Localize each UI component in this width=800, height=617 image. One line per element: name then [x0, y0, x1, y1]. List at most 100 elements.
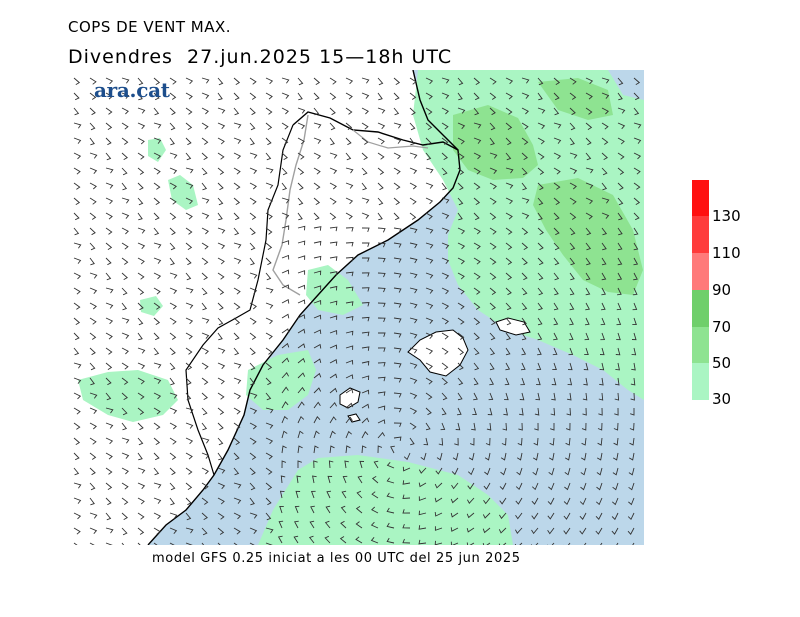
- wind-barb: [550, 423, 555, 431]
- wind-barb: [531, 527, 539, 535]
- wind-barb: [201, 197, 210, 204]
- wind-barb: [89, 227, 96, 236]
- wind-barb: [553, 197, 561, 205]
- wind-barb: [313, 416, 321, 424]
- wind-barb: [137, 152, 145, 160]
- wind-barb: [601, 287, 606, 296]
- wind-barb: [553, 122, 562, 129]
- wind-barb: [297, 284, 306, 290]
- wind-barb: [185, 92, 193, 100]
- legend-label-70: 70: [712, 318, 732, 336]
- wind-barb: [633, 92, 640, 101]
- wind-barb: [73, 452, 80, 461]
- wind-barb: [521, 152, 528, 160]
- wind-barb: [505, 92, 513, 100]
- wind-barb: [137, 347, 146, 354]
- wind-barb: [377, 317, 386, 323]
- wind-barb: [498, 527, 507, 534]
- wind-barb: [105, 197, 114, 205]
- wind-barb: [633, 257, 639, 266]
- wind-barb: [425, 182, 434, 189]
- wind-barb: [601, 107, 609, 115]
- wind-barb: [425, 347, 434, 355]
- wind-barb: [328, 460, 334, 469]
- wind-barb: [169, 137, 175, 146]
- wind-barb: [105, 407, 114, 414]
- wind-barb: [553, 152, 562, 160]
- wind-barb: [551, 377, 557, 386]
- wind-barb: [105, 512, 112, 521]
- wind-barb: [596, 467, 603, 476]
- wind-barb: [73, 92, 80, 101]
- wind-barb: [471, 422, 476, 431]
- wind-barb: [217, 437, 224, 446]
- wind-barb: [361, 302, 370, 307]
- wind-barb: [73, 152, 82, 160]
- legend-band-70-90: [692, 290, 709, 327]
- wind-barb: [185, 437, 194, 445]
- wind-barb: [73, 197, 81, 205]
- wind-barb: [185, 107, 193, 115]
- wind-barb: [89, 347, 96, 356]
- wind-barb: [489, 92, 497, 100]
- wind-barb: [633, 212, 640, 221]
- wind-barb: [377, 182, 384, 191]
- wind-barb: [537, 227, 544, 235]
- wind-barb: [485, 437, 491, 446]
- wind-barb: [441, 122, 449, 130]
- wind-barb: [249, 182, 257, 190]
- wind-barb: [537, 302, 543, 311]
- wind-barb: [617, 257, 623, 266]
- wind-barb: [438, 437, 444, 446]
- wind-barb: [105, 137, 112, 146]
- wind-barb: [425, 422, 431, 431]
- wind-barb: [89, 287, 98, 294]
- wind-barb: [153, 212, 160, 221]
- wind-barb: [217, 467, 226, 474]
- wind-barb: [473, 107, 480, 116]
- wind-barb: [441, 317, 449, 325]
- wind-barb: [489, 362, 495, 371]
- wind-barb: [553, 242, 560, 251]
- wind-barb: [137, 362, 146, 370]
- wind-barb: [345, 242, 354, 247]
- wind-barb: [617, 122, 626, 130]
- wind-barb: [537, 137, 545, 145]
- wind-barb: [153, 527, 161, 535]
- wind-barb: [217, 422, 224, 431]
- wind-barb: [520, 377, 526, 386]
- wind-barb: [201, 107, 209, 115]
- wind-barb: [121, 122, 129, 130]
- wind-barb: [601, 152, 608, 160]
- wind-barb: [534, 422, 539, 431]
- wind-barb: [505, 227, 513, 235]
- wind-barb: [233, 152, 242, 160]
- wind-barb: [73, 497, 82, 504]
- wind-barb: [516, 467, 523, 476]
- wind-barb: [249, 122, 256, 131]
- wind-barb: [73, 107, 80, 116]
- wind-barb: [217, 287, 225, 295]
- wind-barb: [547, 512, 555, 520]
- wind-barb: [169, 512, 178, 519]
- wind-barb: [628, 452, 635, 461]
- wind-barb: [217, 497, 225, 505]
- wind-barb: [185, 422, 194, 429]
- wind-barb: [73, 77, 81, 85]
- wind-barb: [531, 482, 539, 491]
- wind-barb: [297, 299, 306, 305]
- wind-barb: [153, 242, 162, 249]
- wind-barb: [585, 227, 592, 236]
- wind-barb: [466, 527, 475, 533]
- wind-barb: [505, 152, 512, 161]
- wind-barb: [361, 77, 370, 84]
- wind-barb: [217, 107, 226, 114]
- wind-barb: [233, 167, 241, 175]
- gust-zone-50-70-east: [533, 178, 643, 295]
- wind-barb: [73, 302, 81, 310]
- wind-barb: [185, 152, 192, 161]
- wind-barb: [409, 422, 417, 430]
- wind-barb: [377, 122, 386, 130]
- wind-barb: [531, 512, 539, 520]
- wind-barb: [361, 212, 370, 219]
